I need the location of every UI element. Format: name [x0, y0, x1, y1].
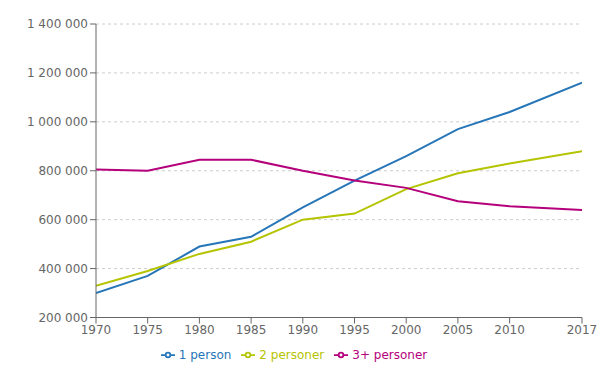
- svg-text:1 200 000: 1 200 000: [27, 66, 88, 80]
- svg-text:800 000: 800 000: [38, 164, 88, 178]
- svg-text:2000: 2000: [391, 323, 422, 337]
- html-text:3+ personer: 3+ personer: [352, 347, 428, 362]
- svg-text:1990: 1990: [288, 323, 319, 337]
- svg-text:1980: 1980: [184, 323, 215, 337]
- svg-text:1 400 000: 1 400 000: [27, 17, 88, 31]
- svg-text:1 000 000: 1 000 000: [27, 115, 88, 129]
- svg-text:1970: 1970: [81, 323, 112, 337]
- svg-text:200 000: 200 000: [38, 311, 88, 325]
- svg-text:1995: 1995: [339, 323, 370, 337]
- svg-text:600 000: 600 000: [38, 213, 88, 227]
- svg-text:1975: 1975: [132, 323, 163, 337]
- svg-text:2017: 2017: [567, 323, 598, 337]
- svg-text:400 000: 400 000: [38, 262, 88, 276]
- svg-text:1985: 1985: [236, 323, 267, 337]
- html-text:2 personer: 2 personer: [259, 347, 325, 362]
- svg-text:2005: 2005: [443, 323, 474, 337]
- svg-text:2010: 2010: [494, 323, 525, 337]
- html-text:1 person: 1 person: [178, 347, 232, 362]
